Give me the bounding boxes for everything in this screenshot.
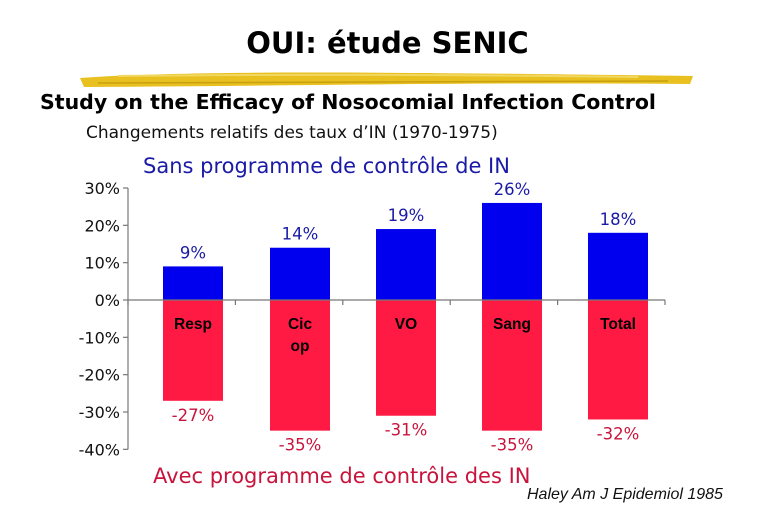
yellow-brush-stroke — [80, 72, 693, 87]
y-tick-label: -10% — [79, 328, 120, 347]
category-label: Sang — [493, 316, 531, 333]
y-tick-label: -30% — [79, 403, 120, 422]
bar-negative — [588, 300, 648, 420]
bottom-series-label: Avec programme de contrôle des IN — [153, 464, 531, 488]
y-tick-label: 10% — [84, 254, 120, 273]
y-tick-label: 30% — [84, 179, 120, 198]
data-label-negative: -32% — [597, 424, 640, 443]
data-label-negative: -35% — [491, 436, 534, 455]
subtitle: Study on the Efficacy of Nosocomial Infe… — [40, 90, 656, 114]
bar-negative — [376, 300, 436, 416]
y-tick-label: 0% — [95, 291, 120, 310]
bar-positive — [376, 229, 436, 300]
bar-negative — [163, 300, 223, 401]
data-label-positive: 19% — [388, 206, 425, 225]
category-label: Total — [600, 316, 636, 333]
bar-negative — [270, 300, 330, 431]
bar-negative — [482, 300, 542, 431]
y-tick-label: -20% — [79, 366, 120, 385]
page-title: OUI: étude SENIC — [246, 26, 529, 60]
source-citation: Haley Am J Epidemiol 1985 — [527, 486, 723, 503]
category-label: VO — [395, 316, 417, 333]
y-tick-label: -40% — [79, 440, 120, 459]
data-label-positive: 14% — [282, 225, 319, 244]
data-label-negative: -35% — [279, 436, 322, 455]
bar-positive — [482, 202, 542, 300]
category-label: Resp — [174, 316, 212, 333]
data-label-negative: -27% — [172, 406, 215, 425]
data-label-negative: -31% — [385, 421, 428, 440]
top-series-label: Sans programme de contrôle de IN — [143, 154, 510, 178]
chart-caption: Changements relatifs des taux d’IN (1970… — [86, 123, 498, 143]
category-label: Cic — [288, 316, 313, 333]
y-tick-label: 20% — [84, 216, 120, 235]
category-label: op — [291, 338, 310, 355]
bar-positive — [270, 247, 330, 300]
bar-positive — [588, 232, 648, 300]
bar-positive — [163, 266, 223, 300]
data-label-positive: 9% — [180, 243, 206, 262]
data-label-positive: 26% — [494, 180, 531, 199]
data-label-positive: 18% — [600, 210, 637, 229]
